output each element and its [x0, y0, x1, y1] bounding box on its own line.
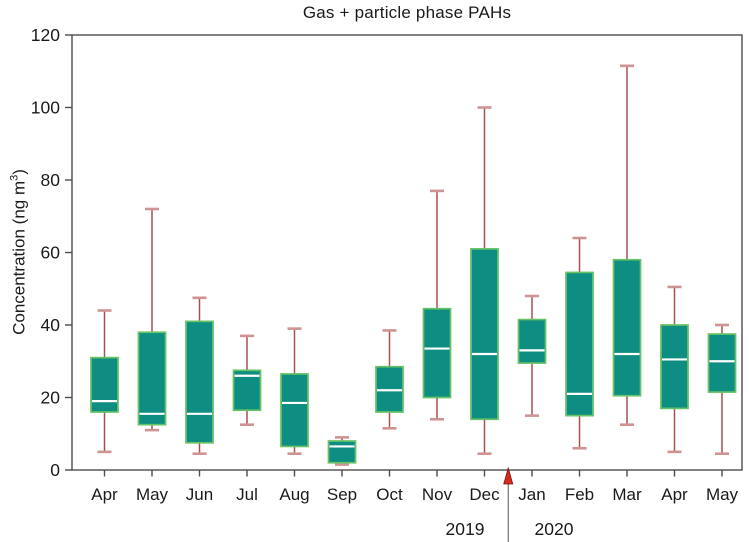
year-divider-arrow-icon — [503, 466, 514, 485]
x-tick-label: Dec — [469, 485, 500, 504]
x-tick-label: May — [136, 485, 169, 504]
y-tick-label: 40 — [41, 315, 61, 335]
box-aug-2019 — [280, 373, 309, 448]
x-tick-label: Nov — [422, 485, 453, 504]
y-tick-label: 80 — [41, 170, 61, 190]
box-jul-2019 — [232, 369, 262, 412]
box-feb-2020 — [565, 271, 594, 417]
box-may-2020 — [707, 333, 737, 393]
x-tick-label: Sep — [327, 485, 357, 504]
x-tick-label: Apr — [661, 485, 688, 504]
box-mar-2020 — [612, 258, 642, 397]
box-dec-2019 — [470, 248, 499, 421]
box-jan-2020 — [517, 318, 547, 364]
x-tick-label: Feb — [565, 485, 594, 504]
box-apr-2019 — [90, 356, 119, 413]
y-tick-label: 0 — [50, 460, 60, 480]
chart-title: Gas + particle phase PAHs — [302, 3, 512, 22]
x-tick-label: May — [706, 485, 739, 504]
x-tick-label: Jan — [518, 485, 545, 504]
y-tick-label: 20 — [41, 388, 61, 408]
x-tick-label: Mar — [612, 485, 642, 504]
plot-frame — [71, 34, 743, 471]
box-may-2019 — [137, 331, 167, 426]
x-tick-label: Jul — [236, 485, 258, 504]
x-tick-label: Apr — [91, 485, 118, 504]
box-apr-2020 — [660, 324, 689, 410]
box-nov-2019 — [422, 307, 452, 399]
box-sep-2019 — [327, 440, 357, 464]
year-label-2020: 2020 — [534, 519, 574, 539]
y-tick-label: 100 — [31, 98, 60, 118]
box-jun-2019 — [185, 320, 214, 444]
x-tick-label: Aug — [279, 485, 309, 504]
y-tick-label: 120 — [31, 25, 60, 45]
y-tick-label: 60 — [41, 243, 61, 263]
x-tick-label: Jun — [186, 485, 213, 504]
year-label-2019: 2019 — [445, 519, 485, 539]
x-tick-label: Oct — [376, 485, 403, 504]
